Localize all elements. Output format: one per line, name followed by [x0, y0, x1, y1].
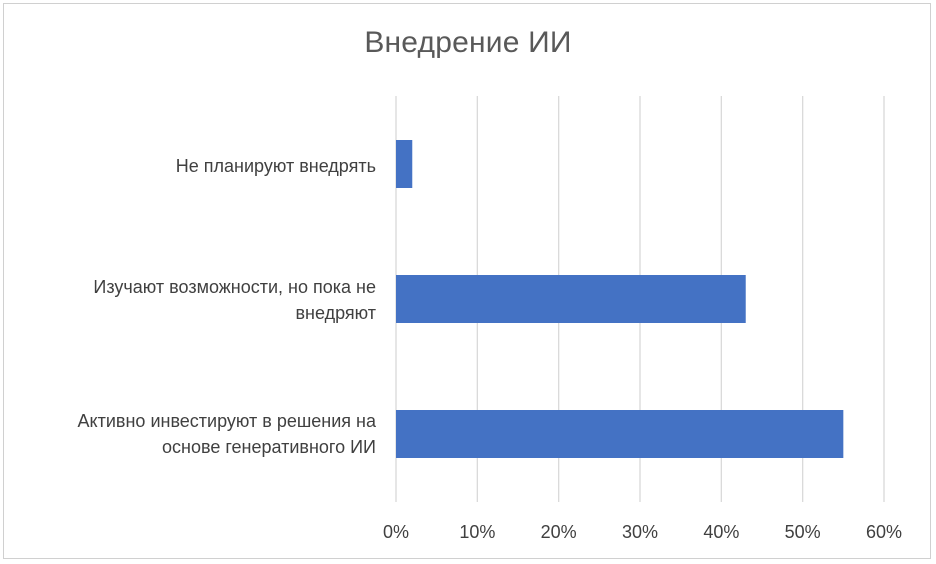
x-tick-label-50: 50% [784, 522, 821, 542]
bar-3 [396, 410, 844, 458]
category-label-3: Активно инвестируют в решения на основе … [16, 408, 376, 460]
bar-1 [396, 140, 413, 188]
chart-title: Внедрение ИИ [364, 26, 572, 59]
category-label-3-line-2: основе генеративного ИИ [162, 437, 376, 457]
category-label-2: Изучают возможности, но пока не внедряют [16, 274, 376, 326]
x-tick-label-0: 0% [382, 522, 409, 542]
category-label-1: Не планируют внедрять [16, 153, 376, 179]
category-label-1-line-1: Не планируют внедрять [175, 156, 376, 176]
bar-2 [396, 275, 746, 323]
x-tick-label-10: 10% [459, 522, 496, 542]
bars [396, 140, 844, 458]
category-label-3-line-1: Активно инвестируют в решения на [77, 411, 376, 431]
x-tick-label-20: 20% [540, 522, 577, 542]
category-label-2-line-2: внедряют [295, 303, 376, 323]
x-tick-label-60: 60% [865, 522, 903, 542]
x-tick-label-30: 30% [621, 522, 659, 542]
x-tick-label-40: 40% [703, 522, 740, 542]
category-label-2-line-1: Изучают возможности, но пока не [93, 277, 376, 297]
